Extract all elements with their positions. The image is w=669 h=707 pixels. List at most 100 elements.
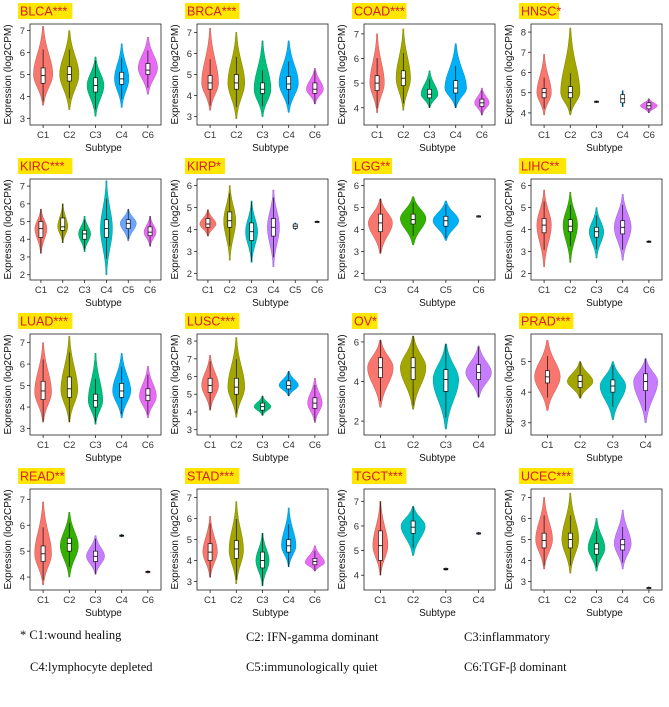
x-tick-label: C2 [564,130,576,141]
x-tick-label: C3 [256,595,268,606]
x-tick-label: C6 [309,440,321,451]
y-tick-label: 5 [354,546,359,557]
box-c3 [594,226,599,238]
x-tick-label: C4 [473,595,485,606]
panel-title: BRCA*** [187,5,236,19]
violin-panel-lusc: LUSC*** 3 4 5 6 7 8 Expression (log2CPM) Subtype… [170,313,329,464]
y-tick-label: 4 [521,225,526,236]
x-tick-label: C6 [309,595,321,606]
violin-panel-lihc: LIHC** 2 3 4 5 6 Expression (log2CPM) Subtype C1… [504,158,663,309]
y-tick-label: 3 [521,577,526,588]
y-tick-label: 6 [187,181,192,192]
panel-title: KIRP* [187,160,221,174]
y-tick-label: 5 [20,547,25,558]
violin-panel-read: READ** 4 5 6 7 Expression (log2CPM) Subtype C1 C… [3,468,162,619]
box-c1 [207,75,213,90]
y-tick-label: 5 [521,88,526,99]
x-tick-label: C1 [538,595,550,606]
y-tick-label: 6 [187,49,192,60]
panel-frame [530,23,663,126]
x-tick-label: C1 [37,130,49,141]
y-tick-label: 4 [521,388,526,399]
y-tick-label: 3 [187,112,192,123]
y-tick-label: 4 [521,108,526,119]
violin-panel-ucec: UCEC*** 3 4 5 6 7 Expression (log2CPM) Subtype C… [504,468,663,619]
x-axis-label: Subtype [419,298,456,309]
violin-panel-hnsc: HNSC* 4 5 6 7 8 Expression (log2CPM) Subtype C1 C… [504,3,663,154]
y-tick-label: 5 [354,79,359,90]
y-tick-label: 5 [187,535,192,546]
y-tick-label: 6 [20,48,25,59]
y-tick-label: 6 [521,181,526,192]
x-tick-label: C6 [473,285,485,296]
panel-frame [29,178,162,281]
x-tick-label: C1 [35,285,47,296]
x-tick-label: C6 [643,285,655,296]
y-tick-label: 4 [20,573,25,584]
x-tick-label: C4 [283,440,295,451]
y-tick-label: 7 [187,354,192,365]
y-tick-label: 3 [354,247,359,258]
y-tick-label: 7 [20,26,25,37]
panel-title-highlight [352,3,407,19]
y-tick-label: 6 [354,181,359,192]
x-axis-label: Subtype [85,608,122,619]
y-axis-label: Expression (log2CPM) [3,334,14,434]
panel-title: COAD*** [354,5,405,19]
panel-title-highlight [519,158,567,174]
x-tick-label: C4 [100,285,112,296]
box-c4 [119,71,125,85]
y-tick-label: 7 [521,493,526,504]
panel-title: LIHC** [521,160,559,174]
box-c4 [119,383,125,398]
y-tick-label: 5 [521,535,526,546]
legend-c6: C6:TGF-β dominant [464,660,567,674]
y-tick-label: 7 [20,495,25,506]
y-tick-label: 6 [20,199,25,210]
x-tick-label: C1 [374,440,386,451]
y-tick-label: 4 [354,571,359,582]
x-tick-label: C2 [564,595,576,606]
y-tick-label: 6 [354,54,359,65]
y-tick-label: 3 [20,252,25,263]
y-axis-label: Expression (log2CPM) [170,334,181,434]
y-tick-label: 4 [187,225,192,236]
panel-title: OV* [354,315,377,329]
legend-c3: C3:inflammatory [464,630,551,644]
box-c6 [312,82,318,94]
x-axis-label: Subtype [252,453,289,464]
y-tick-label: 4 [20,235,25,246]
x-tick-label: C3 [590,130,602,141]
x-axis-label: Subtype [586,453,623,464]
x-tick-label: C1 [204,130,216,141]
x-axis-label: Subtype [85,298,122,309]
x-tick-label: C2 [407,440,419,451]
violin-panel-lgg: LGG** 2 3 4 5 6 Expression (log2CPM) Subtype C3 C… [337,158,496,309]
violin-c2 [560,27,581,116]
x-tick-label: C2 [574,440,586,451]
y-tick-label: 3 [187,577,192,588]
y-tick-label: 3 [20,424,25,435]
panel-frame [530,333,663,436]
box-c5 [443,215,449,227]
violin-panel-brca: BRCA*** 3 4 5 6 7 Expression (log2CPM) Subtype C… [170,3,329,154]
y-tick-label: 6 [187,372,192,383]
violin-panel-luad: LUAD*** 3 4 5 6 7 Expression (log2CPM) Subtype C… [3,313,162,464]
box-c2 [410,357,416,380]
violin-panel-coad: COAD*** 4 5 6 7 Expression (log2CPM) Subtype C1… [337,3,496,154]
x-tick-label: C1 [204,440,216,451]
x-tick-label: C6 [311,285,323,296]
y-tick-label: 4 [354,103,359,114]
box-c2 [567,86,573,99]
panel-title-highlight [519,3,559,19]
x-tick-label: C3 [440,440,452,451]
y-axis-label: Expression (log2CPM) [170,24,181,124]
y-tick-label: 6 [187,514,192,525]
y-tick-label: 7 [521,48,526,59]
y-tick-label: 5 [20,217,25,228]
panel-title: READ** [20,470,65,484]
y-tick-label: 4 [521,556,526,567]
x-axis-label: Subtype [252,608,289,619]
y-tick-label: 3 [521,418,526,429]
